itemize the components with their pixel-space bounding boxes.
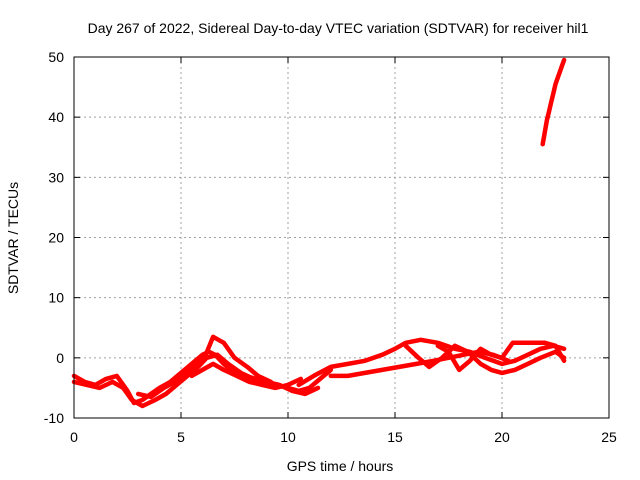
y-tick-label-30: 30 xyxy=(48,169,64,185)
series-line-track-i xyxy=(540,57,567,147)
x-axis-label: GPS time / hours xyxy=(287,458,394,474)
chart-title: Day 267 of 2022, Sidereal Day-to-day VTE… xyxy=(88,20,589,36)
tick-labels: 0 5 10 15 20 25 -10 0 10 20 30 40 50 xyxy=(44,49,617,445)
x-tick-label-25: 25 xyxy=(601,429,617,445)
x-tick-label-10: 10 xyxy=(280,429,296,445)
y-tick-label-0: 0 xyxy=(56,350,64,366)
y-tick-label-40: 40 xyxy=(48,109,64,125)
series-line-track-c xyxy=(135,334,274,400)
series-line-track-e xyxy=(296,337,567,388)
y-tick-label-10: 10 xyxy=(48,290,64,306)
series-line-track-d xyxy=(189,361,304,391)
x-tick-label-15: 15 xyxy=(387,429,403,445)
series-line-track-b xyxy=(71,352,321,409)
y-tick-label-50: 50 xyxy=(48,49,64,65)
series-line-track-g xyxy=(403,343,567,376)
y-axis-label: SDTVAR / TECUs xyxy=(5,182,21,294)
data-series xyxy=(71,57,567,409)
axes xyxy=(73,56,610,419)
x-tick-label-20: 20 xyxy=(494,429,510,445)
x-tick-label-0: 0 xyxy=(70,429,78,445)
x-tick-label-5: 5 xyxy=(177,429,185,445)
y-tick-label--10: -10 xyxy=(44,410,64,426)
series-line-track-h xyxy=(435,340,567,373)
y-tick-label-20: 20 xyxy=(48,230,64,246)
